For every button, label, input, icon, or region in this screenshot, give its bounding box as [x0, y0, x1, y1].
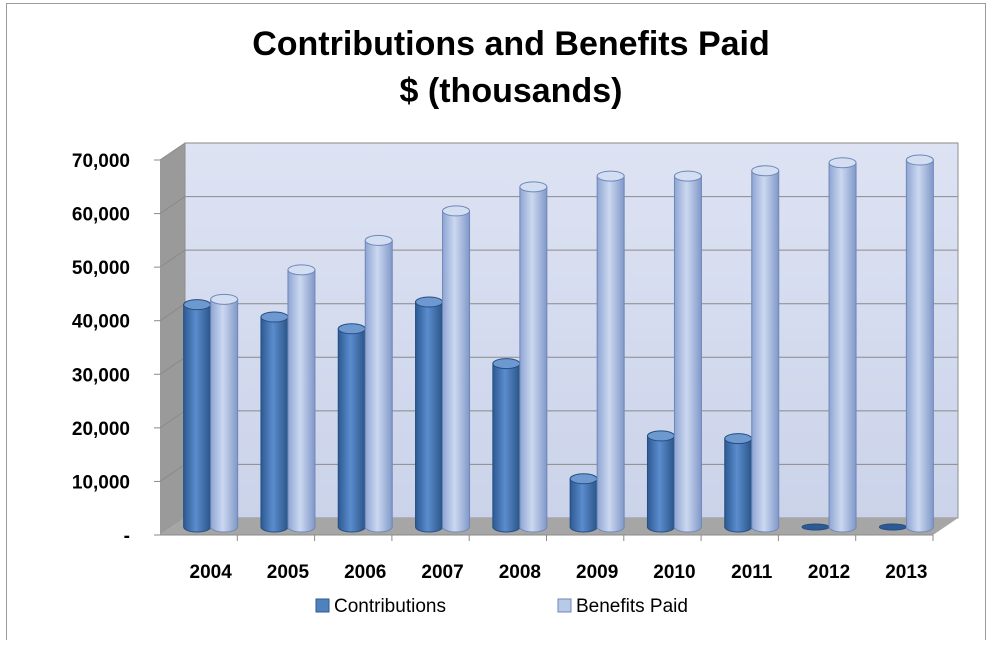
bar-benefits-paid-body	[287, 269, 316, 533]
gridline-side	[159, 464, 186, 482]
bar-contributions-cap	[492, 358, 521, 370]
bar-contributions-cap	[183, 299, 212, 311]
bar-benefits-paid	[828, 157, 857, 533]
bar-benefits-paid-cap	[596, 170, 625, 182]
bar-contributions	[801, 523, 830, 531]
bar-contributions	[569, 473, 598, 533]
y-axis-ticks: - 10,000 20,000 30,000 40,000 50,000 60,000 70,…	[72, 151, 160, 547]
bar-contributions-cap	[646, 430, 675, 442]
legend: Contributions Benefits Paid	[315, 596, 688, 617]
bar-contributions-body	[183, 304, 212, 533]
bar-benefits-paid	[364, 234, 393, 533]
bar-benefits-paid-cap	[519, 181, 548, 193]
bar-benefits-paid	[519, 181, 548, 533]
bar-benefits-paid	[673, 170, 702, 533]
legend-swatch-contributions	[315, 598, 330, 613]
x-tick-label: 2008	[499, 562, 541, 583]
bar-contributions-cap	[260, 311, 289, 323]
bar-contributions	[260, 311, 289, 533]
bar-contributions-cap	[415, 296, 444, 308]
gridline-side	[159, 142, 186, 161]
bar-benefits-paid-body	[751, 170, 780, 533]
x-tick-label: 2013	[885, 562, 927, 583]
y-tick-label: 20,000	[72, 419, 130, 440]
y-tick-label: 40,000	[72, 312, 130, 333]
bar-benefits-paid-body	[442, 210, 471, 533]
x-tick-label: 2005	[267, 562, 310, 583]
legend-swatch-benefits-paid	[557, 598, 572, 613]
bar-benefits-paid-cap	[905, 154, 934, 166]
bar-benefits-paid-body	[905, 159, 934, 533]
bar-benefits-paid-cap	[287, 264, 316, 276]
x-tick-label: 2007	[421, 562, 463, 583]
legend-item-contributions: Contributions	[315, 596, 446, 617]
bar-contributions	[415, 296, 444, 533]
bar-contributions-body	[260, 316, 289, 533]
x-tick-label: 2010	[653, 562, 695, 583]
bar-contributions	[724, 433, 753, 533]
x-tick-label: 2009	[576, 562, 618, 583]
bars	[183, 154, 934, 533]
legend-label-contributions: Contributions	[334, 596, 446, 617]
bar-benefits-paid-body	[596, 175, 625, 533]
chart-subtitle: $ (thousands)	[400, 72, 623, 110]
bar-benefits-paid	[287, 264, 316, 533]
bar-contributions-body	[492, 363, 521, 533]
bar-benefits-paid-cap	[210, 293, 239, 305]
bar-benefits-paid	[442, 205, 471, 533]
x-tick-label: 2004	[190, 562, 233, 583]
bar-benefits-paid-body	[673, 175, 702, 533]
x-tick-label: 2011	[731, 562, 773, 583]
bar-contributions	[878, 523, 907, 531]
bar-benefits-paid	[596, 170, 625, 533]
bar-benefits-paid-body	[210, 298, 239, 533]
y-tick-label: 10,000	[72, 472, 130, 493]
legend-item-benefits-paid: Benefits Paid	[557, 596, 688, 617]
bar-benefits-paid-cap	[673, 170, 702, 182]
bar-contributions-body	[646, 435, 675, 533]
bar-contributions	[183, 299, 212, 533]
bar-contributions-cap	[724, 433, 753, 445]
bar-contributions-cap	[801, 523, 830, 531]
legend-label-benefits-paid: Benefits Paid	[576, 596, 688, 617]
bar-benefits-paid	[905, 154, 934, 533]
y-tick-label: 30,000	[72, 365, 130, 386]
bar-contributions-cap	[337, 323, 366, 335]
y-tick-label: -	[124, 526, 130, 547]
bar-contributions	[492, 358, 521, 533]
gridline-side	[159, 249, 186, 268]
bar-contributions-body	[337, 328, 366, 533]
bar-benefits-paid-cap	[442, 205, 471, 217]
x-axis-ticks: 2004 2005 2006 2007 2008 2009 2010 2011 2012 2013	[160, 534, 934, 583]
bar-benefits-paid-body	[519, 186, 548, 533]
bar-contributions-cap	[569, 473, 598, 485]
bar-benefits-paid-cap	[364, 234, 393, 246]
chart-title: Contributions and Benefits Paid	[252, 25, 770, 63]
gridline-side	[159, 303, 186, 322]
bar-benefits-paid-cap	[751, 165, 780, 177]
x-tick-label: 2012	[808, 562, 850, 583]
gridline-side	[159, 410, 186, 429]
bar-contributions-body	[415, 301, 444, 533]
y-tick-label: 50,000	[72, 258, 130, 279]
gridline-side	[159, 196, 186, 214]
bar-contributions-body	[569, 478, 598, 533]
side-wall	[160, 143, 185, 535]
gridline-side	[159, 356, 186, 375]
y-tick-label: 60,000	[72, 205, 130, 226]
bar-benefits-paid-cap	[828, 157, 857, 169]
bar-contributions-cap	[878, 523, 907, 531]
x-tick-label: 2006	[344, 562, 386, 583]
bar-contributions-body	[724, 438, 753, 533]
bar-contributions	[646, 430, 675, 533]
bar-benefits-paid-body	[828, 162, 857, 533]
bar-benefits-paid	[751, 165, 780, 533]
bar-contributions	[337, 323, 366, 533]
y-tick-label: 70,000	[72, 151, 130, 172]
bar-benefits-paid	[210, 293, 239, 533]
bar-benefits-paid-body	[364, 239, 393, 533]
